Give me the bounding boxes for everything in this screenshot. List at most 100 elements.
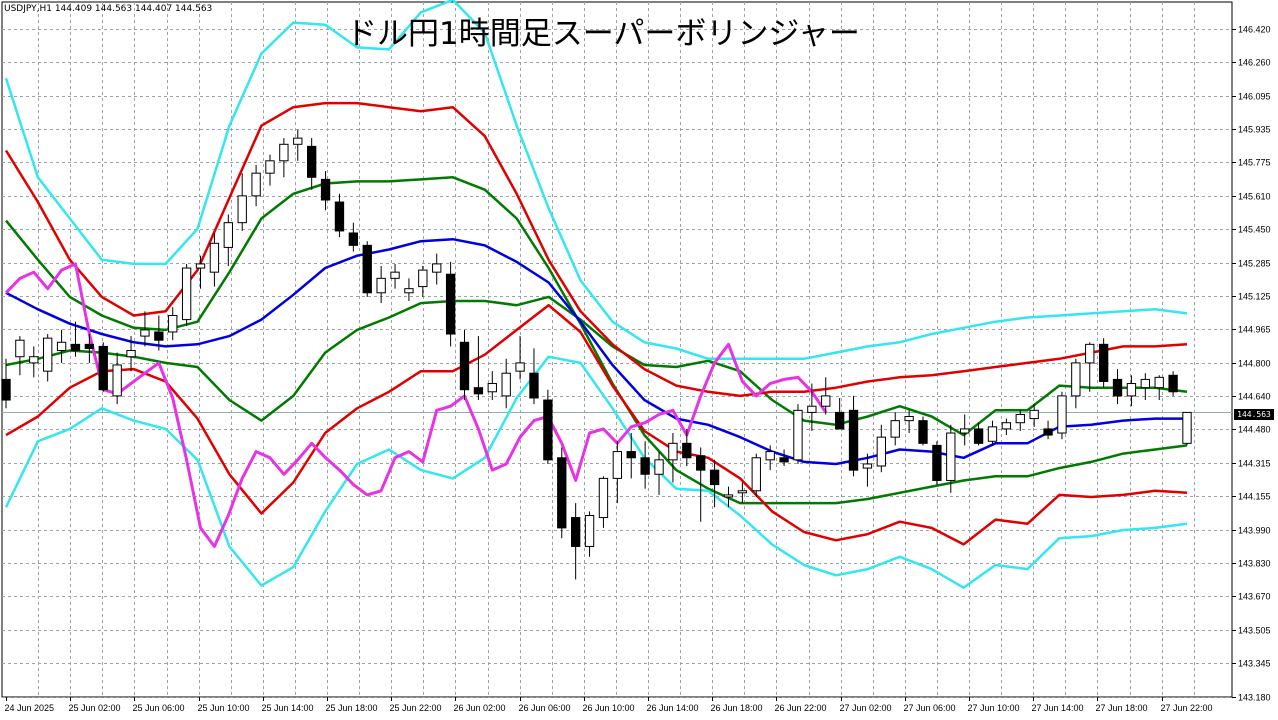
candle-down (1112, 378, 1123, 397)
y-tick-label: 143.670 (1238, 592, 1271, 602)
x-tick-label: 24 Jun 2025 (5, 703, 55, 713)
y-tick-label: 144.800 (1238, 359, 1271, 369)
candle-up (1029, 409, 1039, 420)
y-tick-label: 143.345 (1238, 659, 1271, 669)
candle-up (668, 442, 678, 461)
y-tick-label: 145.935 (1238, 125, 1271, 135)
candle-down (918, 420, 928, 444)
candle-up (56, 341, 67, 352)
candle-down (362, 244, 372, 294)
candle-down (848, 409, 859, 471)
y-tick-label: 143.990 (1238, 526, 1271, 536)
y-tick-label: 143.830 (1238, 559, 1271, 569)
series-line-band3 (4, 0, 1188, 361)
candle-up (1085, 343, 1095, 364)
candle-up (390, 271, 400, 279)
candle-up (168, 314, 178, 333)
y-tick-label: 144.965 (1238, 325, 1271, 335)
candle-down (682, 442, 692, 459)
candle-up (987, 426, 998, 442)
candle-up (1126, 383, 1137, 397)
candle-up (140, 329, 150, 337)
candle-up (612, 451, 623, 479)
candle-down (1043, 428, 1053, 436)
x-tick-label: 26 Jun 10:00 (583, 703, 635, 713)
x-tick-label: 25 Jun 22:00 (390, 703, 442, 713)
x-tick-label: 25 Jun 06:00 (133, 703, 185, 713)
series-line-sma (5, 237, 1187, 466)
candle-up (265, 160, 275, 174)
y-tick-label: 144.640 (1238, 392, 1271, 402)
candle-up (765, 451, 775, 461)
candle-down (445, 273, 456, 335)
y-tick-label: 144.315 (1238, 459, 1271, 469)
series-line-band1 (5, 176, 1188, 505)
candle-down (779, 457, 789, 463)
x-tick-label: 27 Jun 22:00 (1161, 703, 1213, 713)
y-tick-label: 143.180 (1238, 693, 1271, 703)
candle-up (29, 356, 39, 364)
candle-up (876, 436, 886, 467)
x-tick-label: 25 Jun 10:00 (198, 703, 250, 713)
candle-down (626, 451, 636, 459)
x-tick-label: 26 Jun 22:00 (775, 703, 827, 713)
candle-up (584, 515, 595, 547)
candle-down (320, 178, 331, 201)
x-tick-label: 26 Jun 18:00 (711, 703, 763, 713)
series-line-band3 (4, 355, 1188, 589)
x-tick-label: 25 Jun 14:00 (262, 703, 314, 713)
x-tick-label: 26 Jun 14:00 (647, 703, 699, 713)
candle-up (112, 364, 122, 397)
candle-up (293, 137, 303, 145)
candle-down (529, 372, 539, 399)
y-tick-label: 146.420 (1238, 25, 1271, 35)
candle-up (807, 405, 817, 413)
candle-down (543, 399, 553, 461)
candle-up (251, 172, 261, 197)
candle-up (1154, 376, 1164, 389)
candle-down (334, 201, 345, 232)
chikou-line (4, 262, 828, 548)
candle-up (418, 269, 428, 288)
y-tick-label: 143.505 (1238, 626, 1271, 636)
y-tick-label: 144.155 (1238, 492, 1271, 502)
candle-up (793, 409, 803, 461)
candle-down (84, 343, 95, 349)
candle-up (1140, 378, 1150, 389)
series-line-band1 (5, 295, 1188, 437)
y-tick-label: 146.260 (1238, 58, 1271, 68)
chart-title: ドル円1時間足スーパーボリンジャー (346, 16, 860, 52)
candle-down (834, 411, 845, 430)
x-tick-label: 25 Jun 02:00 (69, 703, 121, 713)
candle-up (654, 459, 664, 475)
candle-up (723, 494, 734, 498)
candle-up (946, 432, 956, 481)
candle-down (696, 455, 706, 471)
candle-up (279, 143, 289, 162)
candle-up (487, 383, 497, 393)
candle-up (821, 395, 831, 407)
y-tick-label: 145.285 (1238, 259, 1271, 269)
x-tick-label: 27 Jun 06:00 (904, 703, 956, 713)
candle-up (1001, 422, 1012, 430)
candle-up (1057, 395, 1067, 434)
candle-up (890, 420, 900, 438)
candle-down (473, 387, 484, 395)
y-tick-label: 145.775 (1238, 158, 1271, 168)
series-line-band2 (5, 303, 1188, 546)
candle-up (432, 263, 442, 273)
x-tick-label: 25 Jun 18:00 (326, 703, 378, 713)
candle-up (181, 267, 192, 321)
x-tick-label: 27 Jun 10:00 (968, 703, 1020, 713)
candle-up (223, 222, 233, 248)
x-tick-label: 27 Jun 14:00 (1032, 703, 1084, 713)
candle-down (640, 457, 650, 475)
candle-down (459, 341, 470, 391)
candle-down (973, 428, 984, 444)
candle-down (154, 331, 164, 341)
candle-up (1015, 413, 1025, 424)
x-tick-label: 27 Jun 18:00 (1096, 703, 1148, 713)
x-tick-label: 27 Jun 02:00 (840, 703, 892, 713)
candle-down (709, 469, 720, 486)
